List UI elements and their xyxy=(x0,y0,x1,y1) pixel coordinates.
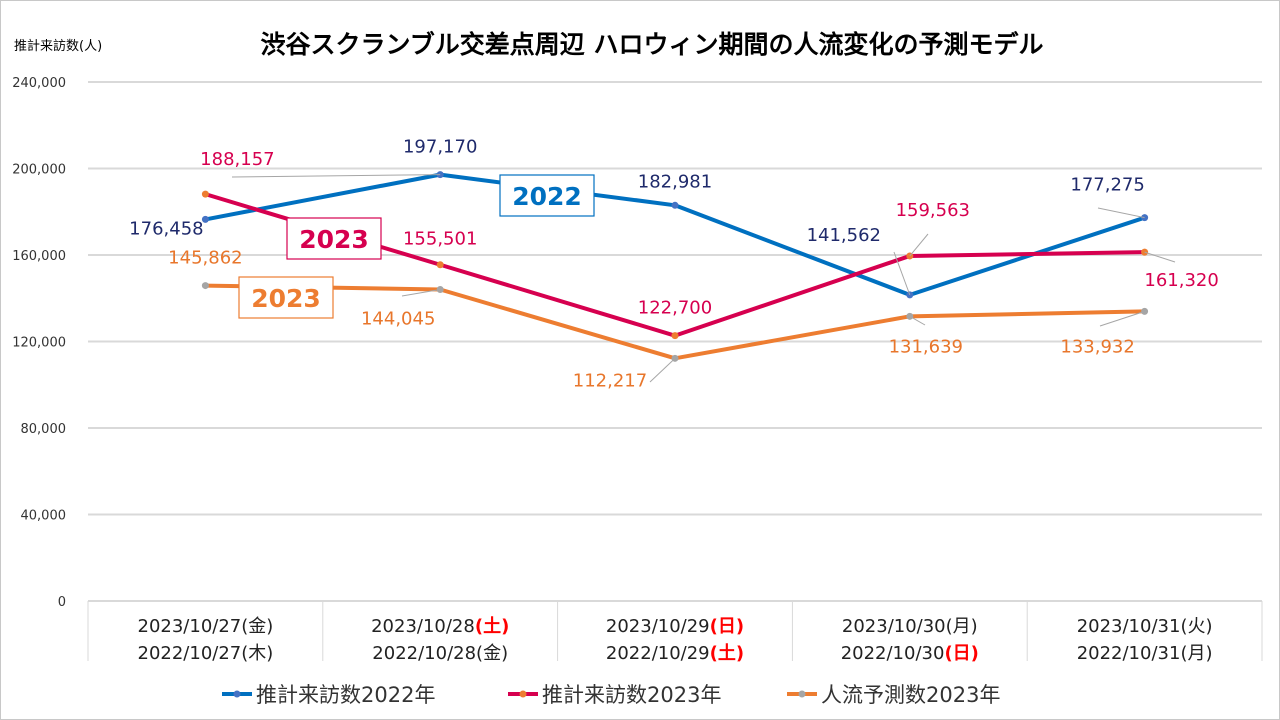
x-tick-date: 2023/10/29 xyxy=(606,616,710,637)
y-tick-label: 240,000 xyxy=(12,76,66,91)
x-tick-day: (月) xyxy=(946,616,978,637)
x-tick-date: 2023/10/27 xyxy=(138,616,242,637)
x-tick-day: (金) xyxy=(476,643,508,664)
data-point xyxy=(201,282,209,290)
data-label: 145,862 xyxy=(168,248,242,269)
x-tick-day: (日) xyxy=(944,643,978,664)
annotation-box xyxy=(238,276,334,319)
legend-label: 推計来訪数2022年 xyxy=(256,683,435,707)
x-tick-label: 2023/10/29(日) xyxy=(606,616,744,637)
x-tick-date: 2023/10/28 xyxy=(371,616,475,637)
x-tick-date: 2022/10/29 xyxy=(606,643,710,664)
data-label: 176,458 xyxy=(129,218,203,239)
leader-line xyxy=(893,251,911,296)
annotation-label: 2023 xyxy=(251,284,321,313)
x-tick-day: (金) xyxy=(241,616,273,637)
legend-marker xyxy=(798,690,806,698)
x-tick-label: 2022/10/30(日) xyxy=(841,643,979,664)
x-tick-day: (月) xyxy=(1180,643,1212,664)
legend-marker xyxy=(519,690,527,698)
data-label: 112,217 xyxy=(573,370,647,391)
chart-title: 渋谷スクランブル交差点周辺 ハロウィン期間の人流変化の予測モデル xyxy=(261,30,1044,59)
x-tick-day: (木) xyxy=(241,643,273,664)
data-label: 177,275 xyxy=(1070,175,1144,196)
data-label: 161,320 xyxy=(1144,270,1218,291)
y-tick-label: 160,000 xyxy=(12,249,66,264)
y-tick-label: 200,000 xyxy=(12,163,66,178)
x-tick-label: 2022/10/28(金) xyxy=(372,643,508,664)
y-tick-label: 0 xyxy=(58,595,66,610)
leader-line xyxy=(401,289,441,297)
leader-line xyxy=(909,233,929,257)
x-tick-date: 2022/10/30 xyxy=(841,643,945,664)
leader-line xyxy=(909,315,926,326)
data-label: 131,639 xyxy=(889,336,963,357)
legend-label: 推計来訪数2023年 xyxy=(542,683,721,707)
data-label: 188,157 xyxy=(200,149,274,170)
x-tick-date: 2023/10/31 xyxy=(1077,616,1181,637)
x-tick-day: (土) xyxy=(710,643,744,664)
legend-label: 人流予測数2023年 xyxy=(821,683,1000,707)
leader-line xyxy=(231,174,441,178)
annotation-box xyxy=(286,217,382,260)
data-label: 141,562 xyxy=(807,225,881,246)
series-line-2 xyxy=(205,283,1145,361)
leader-line xyxy=(1097,207,1145,219)
y-tick-label: 80,000 xyxy=(21,422,67,437)
data-point xyxy=(436,261,444,269)
x-tick-label: 2023/10/28(土) xyxy=(371,616,509,637)
x-tick-date: 2023/10/30 xyxy=(842,616,946,637)
x-tick-label: 2022/10/29(土) xyxy=(606,643,744,664)
x-tick-day: (土) xyxy=(475,616,509,637)
data-label: 144,045 xyxy=(361,309,435,330)
data-label: 155,501 xyxy=(403,229,477,250)
data-point xyxy=(671,332,679,340)
x-tick-label: 2022/10/31(月) xyxy=(1077,643,1213,664)
data-point xyxy=(671,201,679,209)
data-label: 122,700 xyxy=(638,298,712,319)
x-tick-date: 2022/10/31 xyxy=(1077,643,1181,664)
x-tick-day: (火) xyxy=(1180,616,1212,637)
data-label: 182,981 xyxy=(638,171,712,192)
x-tick-day: (日) xyxy=(710,616,744,637)
y-tick-label: 40,000 xyxy=(21,509,67,524)
y-tick-label: 120,000 xyxy=(12,336,66,351)
data-label: 159,563 xyxy=(896,200,970,221)
leader-line xyxy=(1099,310,1145,327)
x-tick-label: 2023/10/31(火) xyxy=(1077,616,1213,637)
annotation-box xyxy=(499,174,595,217)
leader-line xyxy=(649,357,676,383)
x-tick-date: 2022/10/27 xyxy=(138,643,242,664)
data-point xyxy=(201,215,209,223)
data-label: 197,170 xyxy=(403,137,477,158)
x-tick-label: 2023/10/30(月) xyxy=(842,616,978,637)
data-point xyxy=(201,190,209,198)
annotation-label: 2023 xyxy=(299,225,369,254)
annotation-label: 2022 xyxy=(512,182,582,211)
leader-line xyxy=(1144,251,1176,263)
y-axis-label: 推計来訪数(人) xyxy=(14,38,102,54)
x-tick-label: 2022/10/27(木) xyxy=(138,643,274,664)
x-tick-label: 2023/10/27(金) xyxy=(138,616,274,637)
data-label: 133,932 xyxy=(1060,336,1134,357)
x-tick-date: 2022/10/28 xyxy=(372,643,476,664)
legend-marker xyxy=(233,690,241,698)
